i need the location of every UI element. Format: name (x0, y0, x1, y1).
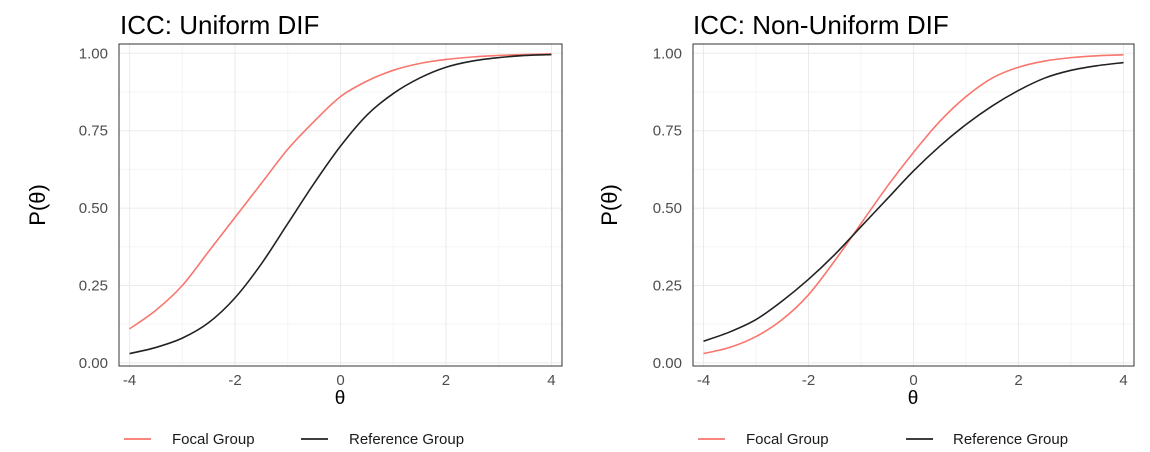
chart-panel-uniform-dif: ICC: Uniform DIF 0.00 0.25 0.50 0.75 1.0… (25, 10, 563, 448)
y-tick-label: 1.00 (79, 45, 108, 62)
legend-non-uniform-dif: Focal Group Reference Group (698, 431, 1068, 448)
y-tick-label: 0.75 (653, 123, 682, 140)
chart-title-uniform-dif: ICC: Uniform DIF (120, 10, 319, 40)
x-axis-title-uniform-dif: θ (335, 388, 346, 409)
x-tick-label: -2 (802, 372, 815, 389)
x-axis-title-non-uniform-dif: θ (908, 388, 919, 409)
y-axis-title-uniform-dif: P(θ) (25, 184, 50, 226)
y-tick-label: 0.00 (79, 355, 108, 372)
x-tick-labels-uniform-dif: -4 -2 0 2 4 (123, 372, 556, 389)
series-line-reference-group (129, 53, 552, 355)
y-tick-label: 0.50 (653, 200, 682, 217)
y-tick-label: 0.00 (653, 355, 682, 372)
y-tick-label: 1.00 (653, 45, 682, 62)
series-line-focal-group (129, 53, 552, 330)
gridlines-uniform-dif (119, 44, 562, 366)
gridlines-non-uniform-dif (693, 44, 1134, 366)
series-lines-uniform-dif (129, 53, 552, 355)
y-tick-labels-non-uniform-dif: 0.00 0.25 0.50 0.75 1.00 (653, 45, 682, 372)
x-tick-label: -2 (228, 372, 241, 389)
legend-label-focal-group: Focal Group (172, 431, 255, 448)
legend-uniform-dif: Focal Group Reference Group (124, 431, 464, 448)
legend-label-reference-group: Reference Group (953, 431, 1068, 448)
y-tick-label: 0.25 (653, 278, 682, 295)
legend-label-reference-group: Reference Group (349, 431, 464, 448)
y-tick-label: 0.25 (79, 278, 108, 295)
y-tick-label: 0.75 (79, 123, 108, 140)
y-tick-label: 0.50 (79, 200, 108, 217)
y-tick-labels-uniform-dif: 0.00 0.25 0.50 0.75 1.00 (79, 45, 108, 372)
x-tick-label: 2 (442, 372, 450, 389)
x-tick-label: -4 (123, 372, 136, 389)
chart-title-non-uniform-dif: ICC: Non-Uniform DIF (693, 10, 949, 40)
x-tick-label: 4 (547, 372, 555, 389)
x-tick-label: -4 (697, 372, 710, 389)
legend-label-focal-group: Focal Group (746, 431, 829, 448)
x-tick-label: 0 (336, 372, 344, 389)
x-tick-label: 4 (1119, 372, 1127, 389)
plot-border-uniform-dif (118, 43, 563, 367)
x-tick-label: 0 (909, 372, 917, 389)
series-lines-non-uniform-dif (703, 54, 1124, 355)
y-axis-title-non-uniform-dif: P(θ) (597, 184, 622, 226)
series-line-reference-group (703, 61, 1124, 342)
plot-border-non-uniform-dif (692, 43, 1135, 367)
chart-panel-non-uniform-dif: ICC: Non-Uniform DIF 0.00 0.25 0.50 0.75… (597, 10, 1135, 448)
x-tick-label: 2 (1014, 372, 1022, 389)
x-tick-labels-non-uniform-dif: -4 -2 0 2 4 (697, 372, 1128, 389)
series-line-focal-group (703, 54, 1124, 355)
